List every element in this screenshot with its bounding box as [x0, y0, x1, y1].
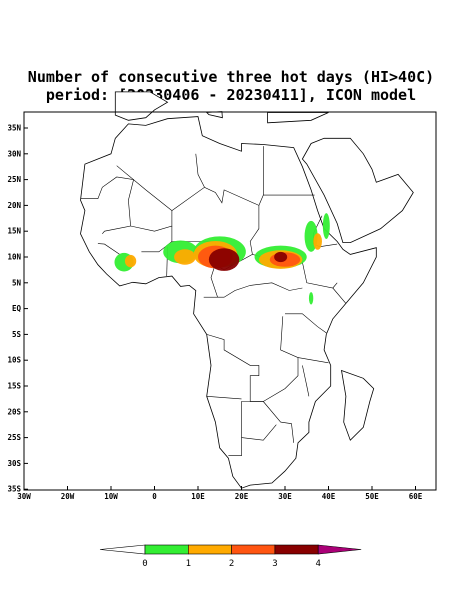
lon-tick-label: 40E: [322, 492, 336, 501]
lat-tick-label: 25S: [7, 433, 21, 442]
colorbar-segment: [144, 544, 189, 555]
lat-tick-label: 25N: [7, 175, 21, 184]
colorbar-segment: [231, 544, 276, 555]
land-outline: [301, 137, 414, 243]
country-border: [206, 396, 242, 400]
country-border: [130, 210, 173, 232]
country-border: [285, 313, 327, 334]
lat-tick-label: 35N: [7, 124, 21, 133]
title-line: Number of consecutive three hot days (HI…: [28, 68, 434, 86]
heat-area: [124, 254, 137, 268]
land-outline: [114, 91, 169, 121]
land-outline: [80, 116, 377, 489]
lon-tick-label: 20W: [61, 492, 75, 501]
lat-tick-label: 20S: [7, 407, 21, 416]
lat-tick-label: 15N: [7, 227, 21, 236]
heat-area: [313, 233, 322, 250]
country-border: [80, 176, 134, 234]
land-outline: [267, 112, 329, 124]
country-border: [297, 357, 329, 364]
lat-tick-label: 10S: [7, 356, 21, 365]
country-border: [116, 165, 338, 289]
country-border: [206, 334, 264, 402]
colorbar-end: [317, 544, 362, 555]
country-border: [332, 287, 347, 304]
country-border: [97, 243, 120, 255]
colorbar-segment: [274, 544, 319, 555]
colorbar-end: [99, 544, 146, 555]
map-frame: [23, 111, 437, 491]
lat-tick-label: 30S: [7, 459, 21, 468]
colorbar-label: 4: [315, 559, 320, 569]
heat-area: [274, 251, 288, 263]
heat-area: [308, 292, 314, 305]
lat-tick-label: EQ: [12, 304, 22, 313]
lon-tick-label: 50E: [365, 492, 379, 501]
country-border: [263, 401, 294, 443]
heat-area: [174, 249, 196, 265]
map: [80, 91, 414, 489]
lat-tick-label: 20N: [7, 201, 21, 210]
lon-tick-label: 30W: [17, 492, 31, 501]
colorbar: 0 1 2 3 4: [99, 544, 362, 569]
colorbar-label: 3: [272, 559, 277, 569]
colorbar-label: 0: [142, 559, 147, 569]
lat-tick-label: 5S: [12, 330, 22, 339]
land-outline: [340, 369, 375, 441]
country-border: [302, 365, 310, 397]
lon-tick-label: 10E: [191, 492, 205, 501]
lat-tick-label: 35S: [7, 485, 21, 494]
country-border: [195, 153, 205, 188]
country-border: [258, 194, 264, 206]
lat-tick-label: 30N: [7, 149, 21, 158]
title-line: period: [20230406 - 20230411], ICON mode…: [46, 86, 416, 104]
lon-tick-label: 10W: [104, 492, 118, 501]
lat-tick-label: 15S: [7, 382, 21, 391]
lat-tick-label: 10N: [7, 253, 21, 262]
lon-tick-label: 30E: [278, 492, 292, 501]
ticks: 35N 30N 25N 20N 15N 10N 5N EQ 5S 10S 15S 20S 25S 30S 3…: [7, 124, 422, 502]
lon-tick-label: 60E: [409, 492, 423, 501]
lat-tick-label: 5N: [12, 278, 22, 287]
heat-area: [208, 248, 240, 271]
lon-tick-label: 0: [152, 492, 157, 501]
country-border: [241, 424, 277, 441]
colorbar-segment: [188, 544, 232, 555]
lon-tick-label: 20E: [235, 492, 249, 501]
colorbar-label: 2: [229, 559, 234, 569]
colorbar-label: 1: [186, 559, 191, 569]
heat-area: [322, 213, 330, 239]
